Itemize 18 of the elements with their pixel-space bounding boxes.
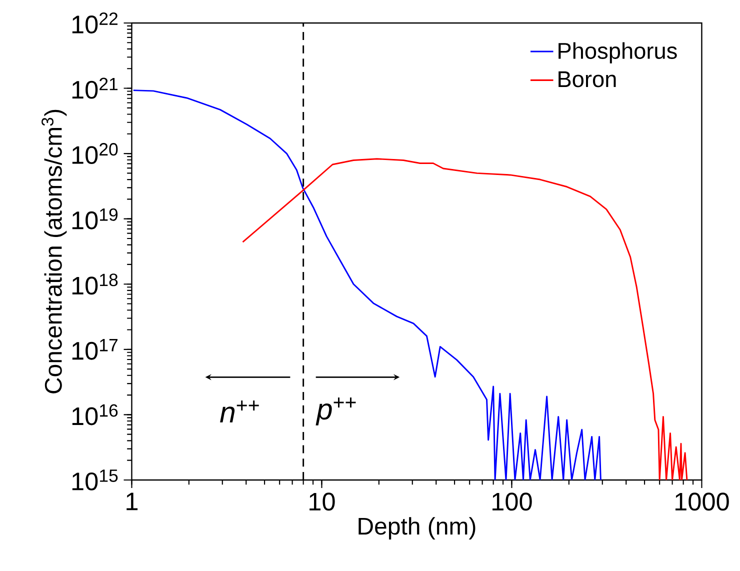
y-tick-label: 10$^{18}$ [72,274,118,295]
y-tick-label: 10$^{17}$ [72,339,118,360]
y-tick-label: 10$^{20}$ [72,143,118,164]
annotation: p$^{++}$ [316,397,356,426]
legend-label: Boron [558,71,616,88]
y-tick-label: 10$^{19}$ [72,208,118,230]
x-axis-title: Depth (nm) [358,517,476,540]
y-tick-label: 10$^{21}$ [72,78,118,99]
annotation: n$^{++}$ [220,400,259,422]
x-tick-label: 10 [310,492,335,511]
y-tick-label: 10$^{16}$ [72,404,118,426]
x-tick-label: 100 [492,492,532,511]
y-tick-label: 10$^{15}$ [72,470,118,490]
y-axis-title: Concentration (atoms/cm$^{3}$) [42,110,67,394]
x-tick-label: 1 [126,492,138,510]
x-tick-label: 1000 [675,492,729,511]
legend-label: Phosphorus [558,42,677,64]
y-tick-label: 10$^{22}$ [72,12,118,34]
